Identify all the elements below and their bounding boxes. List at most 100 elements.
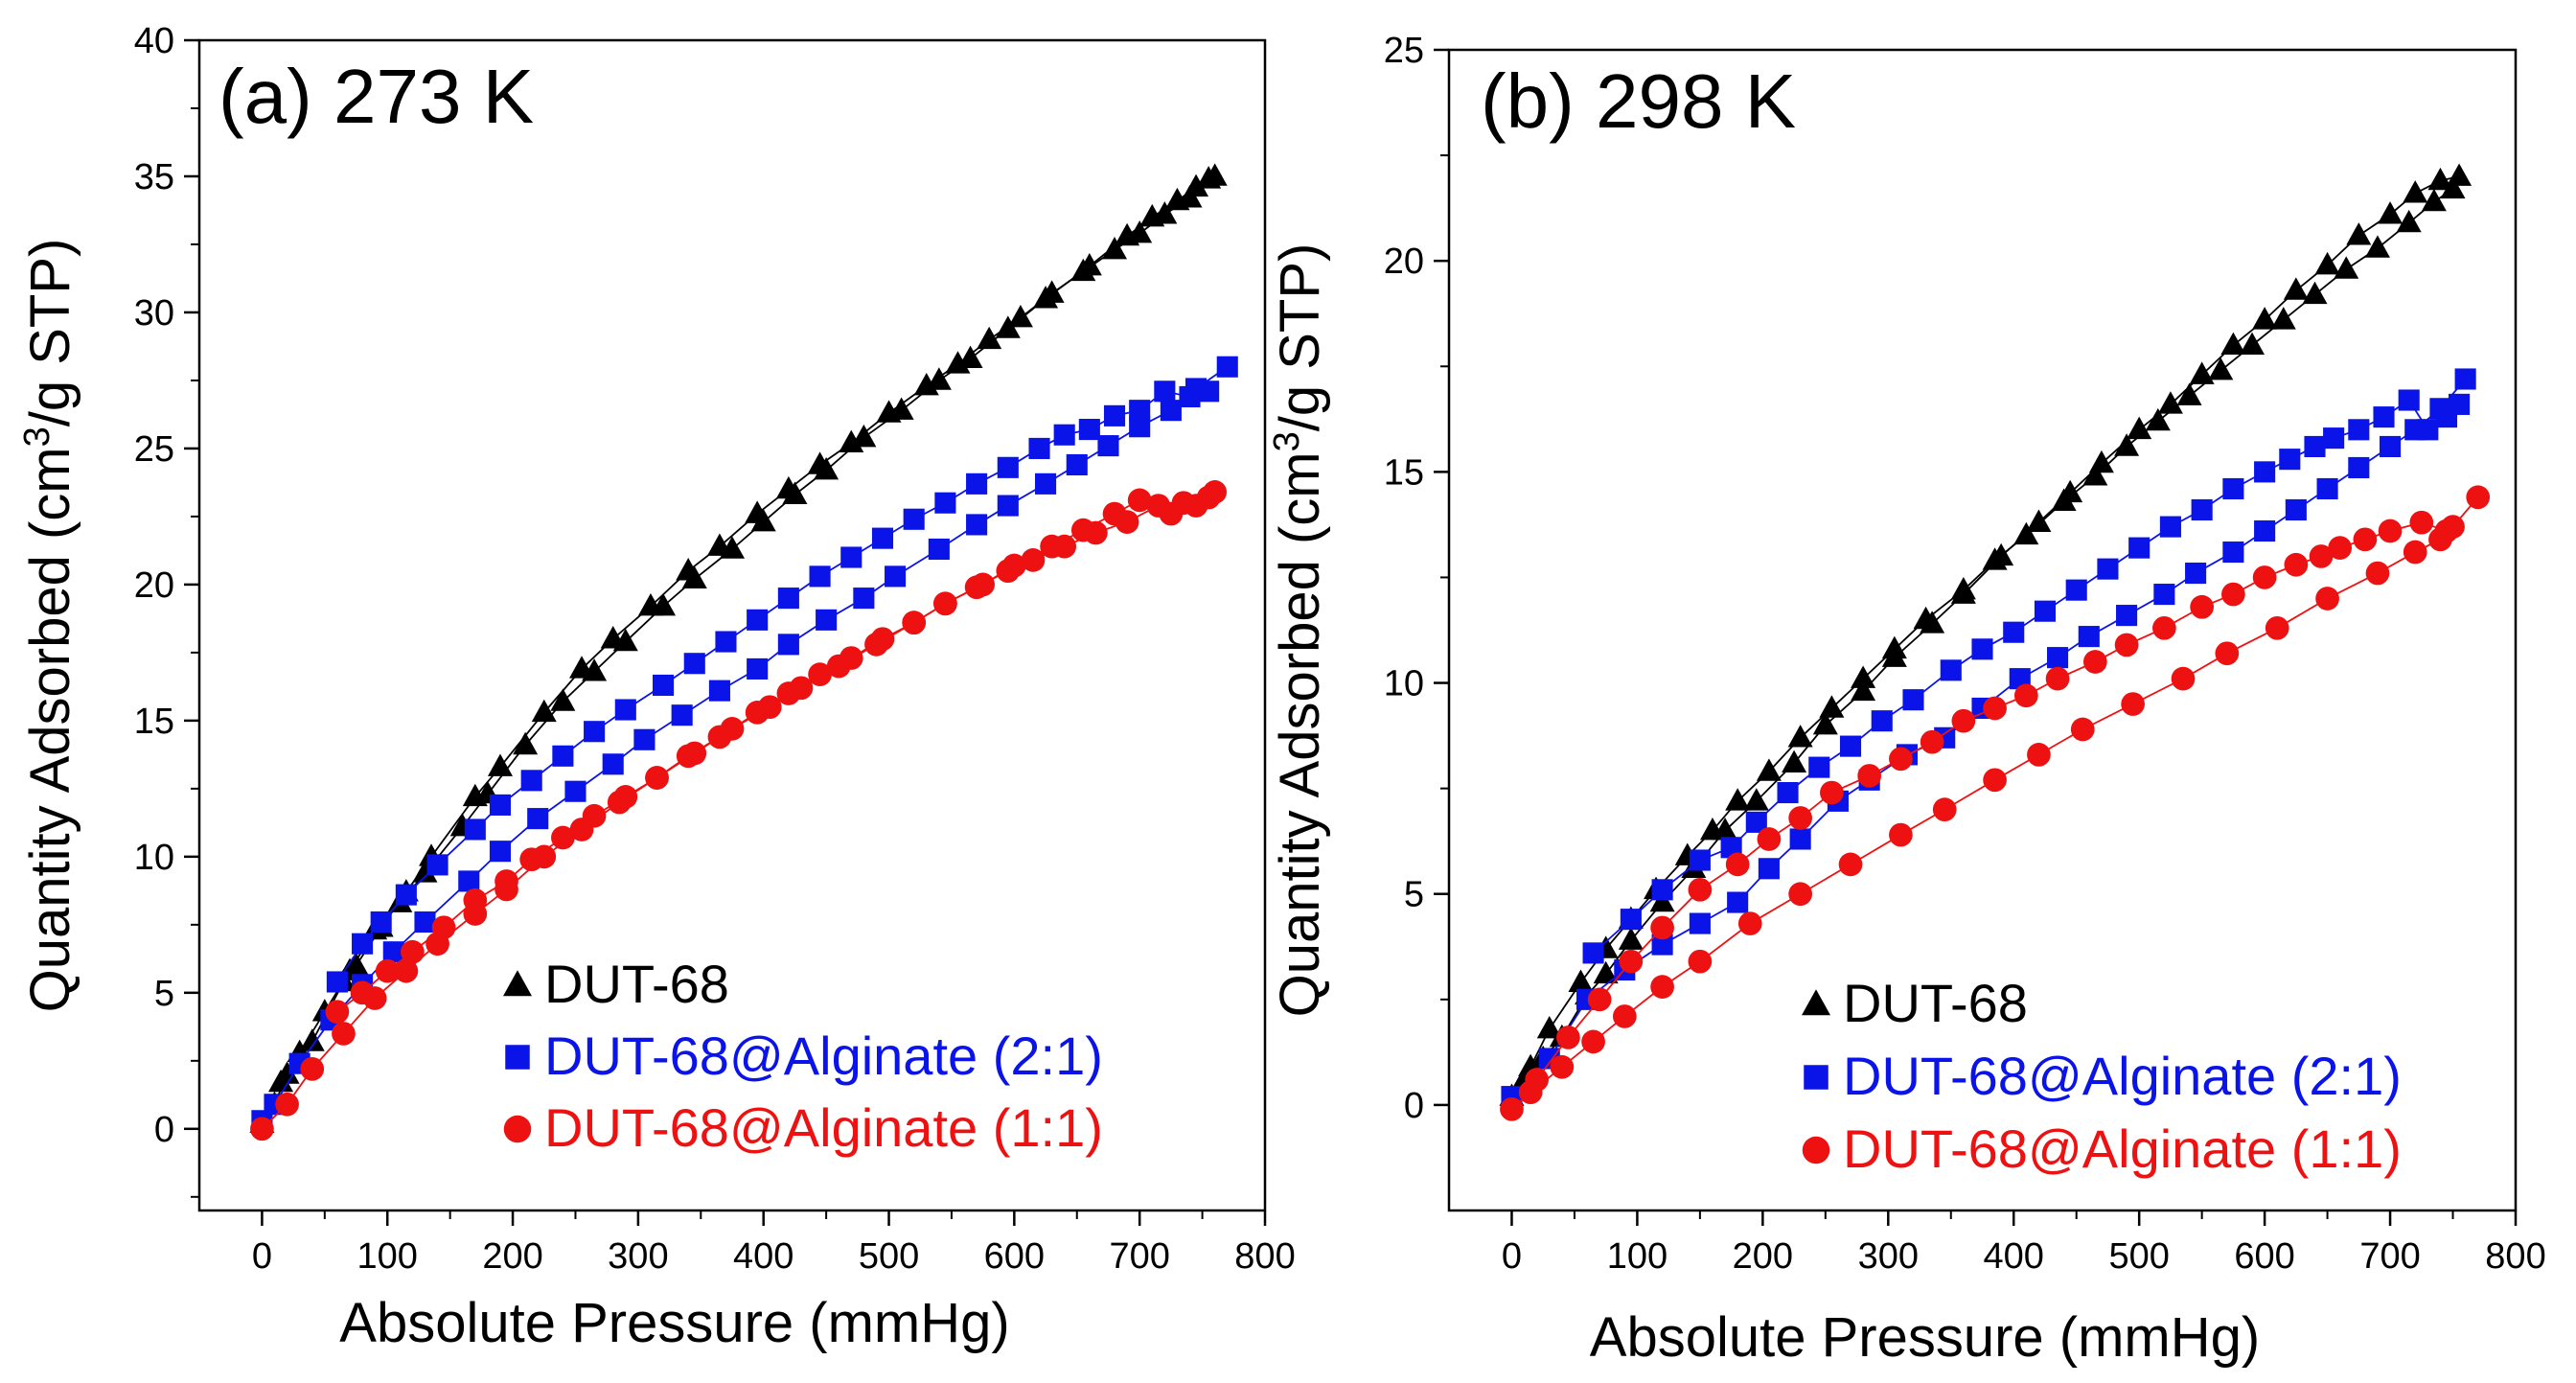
data-point <box>871 527 894 549</box>
data-point <box>395 884 417 906</box>
data-point <box>401 939 425 964</box>
data-point <box>964 575 989 600</box>
x-tick-label: 0 <box>252 1236 272 1277</box>
data-point <box>370 910 392 934</box>
data-point <box>1649 888 1675 912</box>
data-point <box>747 657 769 680</box>
data-point <box>382 941 404 963</box>
data-point <box>750 508 776 532</box>
data-point <box>645 766 669 790</box>
data-point <box>431 915 456 940</box>
data-point <box>1154 380 1176 403</box>
data-point <box>708 680 730 702</box>
data-point <box>777 588 799 610</box>
x-tick-label: 500 <box>2108 1236 2169 1277</box>
data-point <box>2403 180 2428 203</box>
data-point <box>814 456 840 480</box>
x-tick-label: 0 <box>1502 1236 1522 1277</box>
x-axis-title: Absolute Pressure (mmHg) <box>1590 1306 2260 1369</box>
data-point <box>1699 818 1725 841</box>
data-point <box>2189 361 2215 384</box>
data-point <box>1727 891 1749 913</box>
data-point <box>633 728 656 750</box>
y-tick-label: 0 <box>1404 1086 1424 1126</box>
data-point <box>1076 253 1102 276</box>
data-point <box>1102 236 1128 260</box>
y-tick-label: 5 <box>1404 875 1424 915</box>
x-tick-label: 500 <box>859 1236 919 1277</box>
legend-marker <box>503 1115 532 1143</box>
data-point <box>1650 915 1674 940</box>
data-point <box>1871 710 1893 732</box>
data-point <box>1940 659 1962 681</box>
data-point <box>2417 419 2439 441</box>
data-point <box>326 971 348 993</box>
data-point <box>1982 547 2008 570</box>
x-tick-label: 800 <box>1234 1236 1295 1277</box>
data-point <box>1819 695 1845 718</box>
x-tick-label: 100 <box>357 1236 418 1277</box>
data-point <box>1889 822 1913 847</box>
y-tick-label: 15 <box>134 702 174 742</box>
data-point <box>809 565 831 588</box>
data-point <box>2285 498 2307 521</box>
data-point <box>1198 380 1220 403</box>
data-point <box>1164 187 1190 211</box>
data-point <box>2078 626 2100 648</box>
data-point <box>1028 437 1050 459</box>
data-point <box>582 658 608 681</box>
data-point <box>2270 307 2296 330</box>
data-point <box>1782 749 1807 772</box>
data-point <box>2034 600 2057 622</box>
data-point <box>839 646 863 670</box>
legend-label: DUT-68 <box>1843 973 2028 1033</box>
data-point <box>325 1000 350 1025</box>
data-point <box>2348 419 2370 441</box>
data-point <box>2114 633 2139 657</box>
x-tick-label: 700 <box>1109 1236 1169 1277</box>
data-point <box>275 1092 299 1117</box>
data-point <box>1035 473 1057 495</box>
x-tick-label: 400 <box>1984 1236 2044 1277</box>
data-point <box>902 611 927 635</box>
panel-title: (a) 273 K <box>218 54 534 139</box>
data-point <box>707 725 732 749</box>
data-point <box>2396 209 2422 233</box>
legend-marker <box>503 970 532 997</box>
x-tick-label: 200 <box>482 1236 542 1277</box>
data-point <box>2220 332 2246 356</box>
data-point <box>2082 463 2108 486</box>
data-point <box>745 701 770 725</box>
data-point <box>1202 163 1228 186</box>
data-point <box>1550 1054 1575 1079</box>
legend-label: DUT-68@Alginate (2:1) <box>544 1026 1103 1086</box>
data-point <box>1196 485 1221 510</box>
data-point <box>1787 725 1813 748</box>
legend-marker <box>505 1045 530 1070</box>
data-point <box>966 514 988 536</box>
data-point <box>933 591 957 616</box>
data-point <box>2152 615 2176 640</box>
data-point <box>513 731 539 755</box>
data-point <box>1951 708 1976 733</box>
x-tick-label: 200 <box>1733 1236 1793 1277</box>
data-point <box>2215 641 2240 666</box>
x-tick-label: 400 <box>733 1236 794 1277</box>
data-point <box>1932 797 1957 822</box>
data-point <box>1612 1004 1637 1028</box>
data-point <box>652 674 675 697</box>
data-point <box>966 473 988 495</box>
data-point <box>463 887 488 912</box>
data-point <box>2145 407 2171 431</box>
data-point <box>1689 849 1711 871</box>
data-point <box>2302 281 2328 305</box>
data-point <box>2434 519 2459 543</box>
data-point <box>1913 606 1939 630</box>
data-point <box>1053 424 1075 446</box>
y-tick-label: 40 <box>134 21 174 61</box>
data-point <box>1689 912 1711 934</box>
data-point <box>816 609 838 631</box>
data-point <box>1688 877 1713 902</box>
data-point <box>2378 201 2404 224</box>
